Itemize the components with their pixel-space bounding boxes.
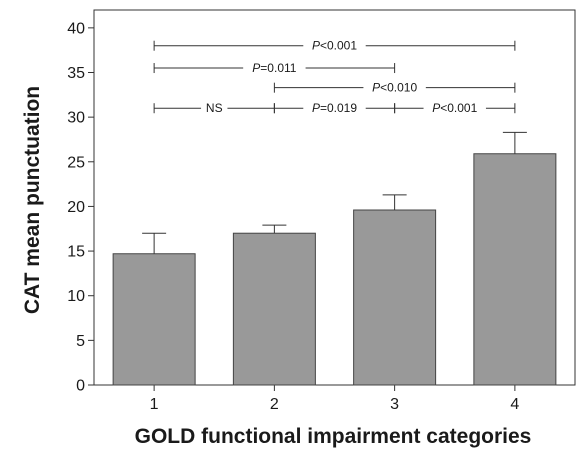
- bar: [232, 232, 316, 386]
- significance-label: P<0.001: [432, 101, 477, 115]
- p-symbol: P: [432, 101, 440, 115]
- plot-frame: [93, 9, 576, 386]
- x-tick-label: 3: [390, 396, 399, 413]
- p-symbol: P: [312, 39, 320, 53]
- y-tick-label: 5: [76, 333, 85, 350]
- significance-label: P=0.019: [312, 101, 357, 115]
- significance-label: P=0.011: [252, 61, 296, 75]
- p-symbol: P: [252, 61, 260, 75]
- y-axis-title: CAT mean punctuation: [21, 86, 44, 314]
- significance-label: P<0.010: [372, 81, 417, 95]
- bar: [353, 209, 437, 386]
- p-value: =0.019: [320, 101, 357, 115]
- y-tick-label: 30: [67, 110, 85, 127]
- y-tick-label: 10: [67, 288, 85, 305]
- y-tick-label: 15: [67, 244, 85, 261]
- significance-label: P<0.001: [312, 39, 357, 53]
- y-tick-label: 40: [67, 20, 85, 37]
- x-tick-label: 2: [270, 396, 279, 413]
- p-value: <0.001: [320, 39, 357, 53]
- axes: 0 5 10 15 20 25 30 35 40 1 2 3 4: [67, 9, 576, 413]
- p-symbol: P: [372, 81, 380, 95]
- p-symbol: P: [312, 101, 320, 115]
- y-tick-label: 35: [67, 65, 85, 82]
- x-tick-label: 4: [510, 396, 519, 413]
- p-value: NS: [206, 101, 223, 115]
- x-axis-title: GOLD functional impairment categories: [135, 425, 532, 448]
- p-value: <0.001: [440, 101, 477, 115]
- p-value: =0.011: [260, 61, 296, 75]
- bar: [112, 253, 196, 386]
- y-tick-label: 20: [67, 199, 85, 216]
- significance-label: NS: [206, 101, 223, 115]
- y-tick-label: 25: [67, 154, 85, 171]
- p-value: <0.010: [380, 81, 417, 95]
- y-tick-label: 0: [76, 378, 85, 395]
- bars: [112, 131, 557, 386]
- bar: [473, 153, 557, 386]
- x-tick-label: 1: [150, 396, 159, 413]
